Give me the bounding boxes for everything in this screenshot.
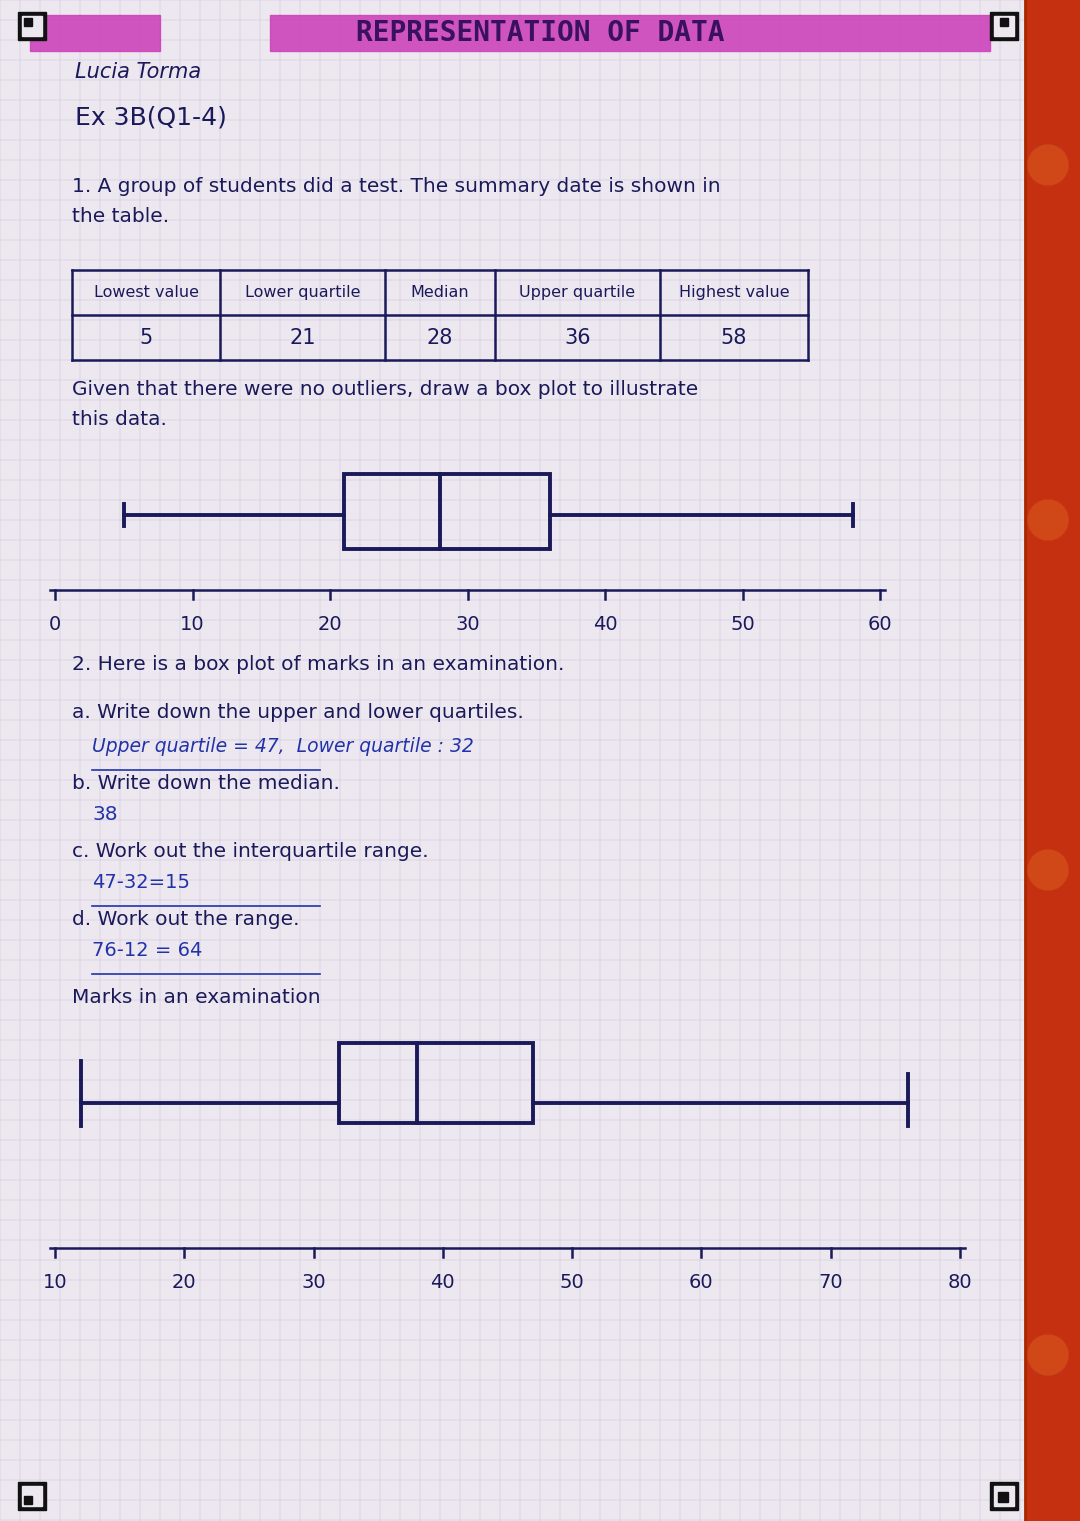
Bar [990,12,1018,40]
Text: 20: 20 [172,1273,197,1293]
Text: 58: 58 [720,327,747,347]
Circle shape [1028,850,1068,890]
Bar [994,17,1014,37]
Text: 2. Here is a box plot of marks in an examination.: 2. Here is a box plot of marks in an exa… [72,656,565,674]
Text: 10: 10 [43,1273,67,1293]
Bar [22,1486,42,1506]
Text: b. Write down the median.: b. Write down the median. [72,774,340,792]
Bar [24,1497,32,1504]
Text: 40: 40 [431,1273,455,1293]
Text: 30: 30 [455,614,480,634]
Bar [1025,0,1080,1521]
Text: Lowest value: Lowest value [94,284,199,300]
Text: Lower quartile: Lower quartile [245,284,361,300]
Text: Highest value: Highest value [678,284,789,300]
Text: 80: 80 [947,1273,972,1293]
Text: 60: 60 [689,1273,714,1293]
Text: c. Work out the interquartile range.: c. Work out the interquartile range. [72,843,429,861]
Text: 60: 60 [867,614,892,634]
Text: this data.: this data. [72,411,167,429]
Text: 20: 20 [318,614,342,634]
Text: 30: 30 [301,1273,326,1293]
Bar [998,1492,1008,1503]
Text: Given that there were no outliers, draw a box plot to illustrate: Given that there were no outliers, draw … [72,380,699,399]
Bar [994,1486,1014,1506]
Bar [24,18,32,26]
Bar [1000,18,1008,26]
Text: 28: 28 [427,327,454,347]
Text: 0: 0 [49,614,62,634]
Text: a. Write down the upper and lower quartiles.: a. Write down the upper and lower quarti… [72,703,524,721]
Text: 47-32=15: 47-32=15 [92,873,190,891]
Text: 50: 50 [559,1273,584,1293]
Bar [22,17,42,37]
Text: 38: 38 [92,805,118,823]
Text: 1. A group of students did a test. The summary date is shown in: 1. A group of students did a test. The s… [72,176,720,196]
Bar [30,15,160,52]
Text: 10: 10 [180,614,205,634]
Text: Marks in an examination: Marks in an examination [72,989,321,1007]
Circle shape [1028,500,1068,540]
Bar [339,1043,534,1122]
Text: Upper quartile = 47,  Lower quartile : 32: Upper quartile = 47, Lower quartile : 32 [92,736,474,756]
Bar [990,1481,1018,1510]
Text: 21: 21 [289,327,315,347]
Text: 36: 36 [564,327,591,347]
Text: Ex 3B(Q1-4): Ex 3B(Q1-4) [75,106,227,129]
Text: 5: 5 [139,327,152,347]
Text: 70: 70 [819,1273,843,1293]
Circle shape [1028,1335,1068,1375]
Text: Lucia Torma: Lucia Torma [75,62,201,82]
Bar [18,1481,46,1510]
Bar [18,12,46,40]
Text: Median: Median [410,284,470,300]
Circle shape [1028,144,1068,186]
Text: Upper quartile: Upper quartile [519,284,635,300]
Text: 50: 50 [730,614,755,634]
Text: 76-12 = 64: 76-12 = 64 [92,940,202,960]
Text: the table.: the table. [72,207,170,227]
Text: 40: 40 [593,614,618,634]
Bar [270,15,990,52]
Text: d. Work out the range.: d. Work out the range. [72,910,299,929]
Bar [343,473,550,549]
Text: REPRESENTATION OF DATA: REPRESENTATION OF DATA [355,18,725,47]
